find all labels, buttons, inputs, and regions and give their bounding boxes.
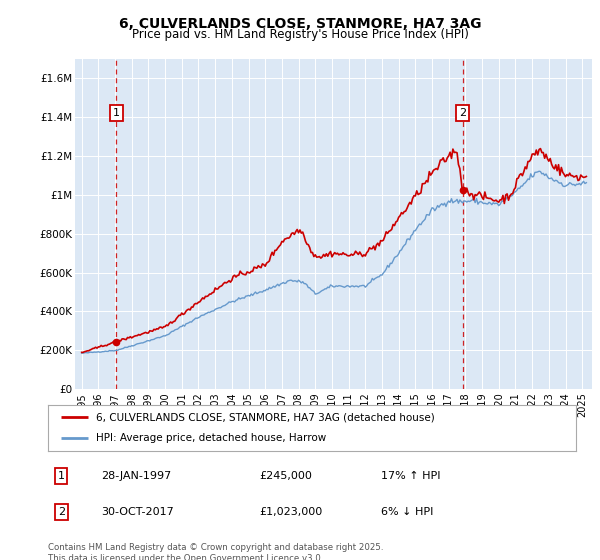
Text: 6% ↓ HPI: 6% ↓ HPI <box>380 507 433 517</box>
Text: 2: 2 <box>58 507 65 517</box>
Text: 17% ↑ HPI: 17% ↑ HPI <box>380 471 440 481</box>
Text: 30-OCT-2017: 30-OCT-2017 <box>101 507 173 517</box>
Text: 6, CULVERLANDS CLOSE, STANMORE, HA7 3AG: 6, CULVERLANDS CLOSE, STANMORE, HA7 3AG <box>119 17 481 31</box>
Text: 6, CULVERLANDS CLOSE, STANMORE, HA7 3AG (detached house): 6, CULVERLANDS CLOSE, STANMORE, HA7 3AG … <box>95 412 434 422</box>
Text: £245,000: £245,000 <box>259 471 312 481</box>
Text: 1: 1 <box>58 471 65 481</box>
Text: £1,023,000: £1,023,000 <box>259 507 322 517</box>
Text: 28-JAN-1997: 28-JAN-1997 <box>101 471 171 481</box>
Text: 1: 1 <box>113 108 120 118</box>
Text: Contains HM Land Registry data © Crown copyright and database right 2025.
This d: Contains HM Land Registry data © Crown c… <box>48 543 383 560</box>
Text: HPI: Average price, detached house, Harrow: HPI: Average price, detached house, Harr… <box>95 433 326 444</box>
Text: Price paid vs. HM Land Registry's House Price Index (HPI): Price paid vs. HM Land Registry's House … <box>131 28 469 41</box>
Text: 2: 2 <box>459 108 466 118</box>
